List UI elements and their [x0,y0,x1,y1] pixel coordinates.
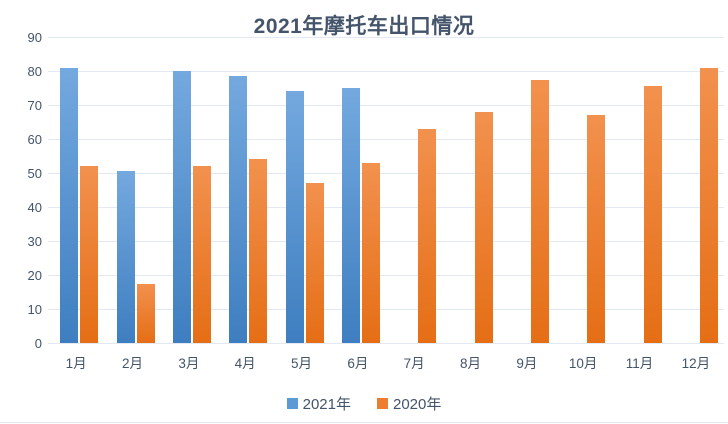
x-axis-label-3月: 3月 [178,356,200,371]
bar-2020年-7月 [418,128,437,343]
chart-title: 2021年摩托车出口情况 [253,15,475,38]
y-axis-label-70: 70 [27,98,42,113]
bar-2021年-6月 [341,88,360,343]
gridline-80 [48,71,724,72]
x-axis-label-9月: 9月 [516,356,538,371]
gridline-10 [48,309,724,310]
legend: 2021年 2020年 [0,393,728,414]
y-axis-label-0: 0 [34,336,42,351]
legend-swatch-2020-icon [377,398,388,409]
gridline-60 [48,139,724,140]
bar-2021年-5月 [285,91,304,343]
bar-2021年-1月 [60,67,79,343]
y-axis-label-10: 10 [27,302,42,317]
y-axis-label-40: 40 [27,200,42,215]
legend-label-2021: 2021年 [302,396,351,413]
legend-item-2020: 2020年 [377,393,441,414]
bar-2020年-8月 [474,111,493,343]
x-axis-label-10月: 10月 [568,356,598,371]
x-axis-label-6月: 6月 [347,356,369,371]
legend-swatch-2021-icon [286,398,298,409]
y-axis-label-90: 90 [27,30,42,45]
y-axis-label-80: 80 [27,64,42,79]
bar-2020年-5月 [305,183,324,343]
y-axis-label-20: 20 [27,268,42,283]
x-axis-label-7月: 7月 [403,356,425,371]
bar-2020年-12月 [699,67,718,343]
bar-2020年-6月 [361,162,380,343]
bar-2020年-3月 [192,166,211,343]
x-axis-label-2月: 2月 [121,356,143,371]
x-axis-label-8月: 8月 [459,356,481,371]
legend-label-2020: 2020年 [393,396,442,413]
x-axis-label-4月: 4月 [234,356,256,371]
gridline-40 [48,207,724,208]
bar-2020年-11月 [643,86,662,343]
legend-item-2021: 2021年 [286,393,351,414]
x-axis-label-12月: 12月 [681,356,711,371]
gridline-30 [48,241,724,242]
bar-2020年-9月 [530,79,549,343]
page-bottom-border [0,422,728,423]
bar-2020年-2月 [136,283,155,343]
bar-2021年-2月 [116,171,135,343]
bar-2020年-1月 [80,166,99,343]
gridline-90 [48,37,724,38]
y-axis-label-50: 50 [27,166,42,181]
y-axis-label-30: 30 [27,234,42,249]
gridline-70 [48,105,724,106]
gridline-20 [48,275,724,276]
bar-2021年-3月 [172,71,191,343]
gridline-50 [48,173,724,174]
x-axis-label-5月: 5月 [290,356,312,371]
y-axis-label-60: 60 [27,132,42,147]
bar-2020年-4月 [249,159,268,343]
bar-2021年-4月 [229,76,248,343]
x-axis-label-11月: 11月 [625,356,654,371]
bar-2020年-10月 [587,115,606,343]
x-axis-label-1月: 1月 [65,356,87,371]
gridline-0 [48,343,724,344]
